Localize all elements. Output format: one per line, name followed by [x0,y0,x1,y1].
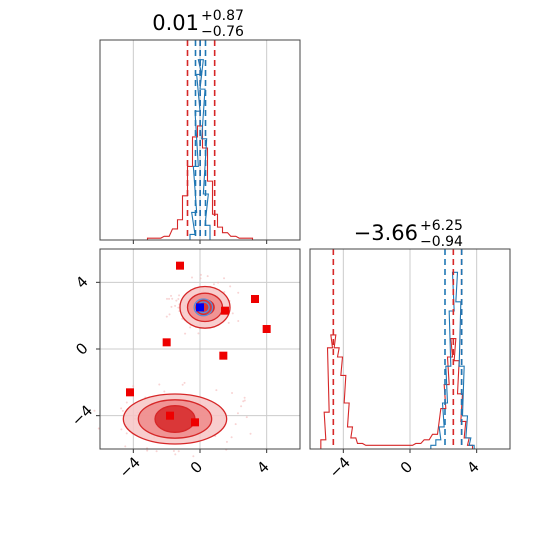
bl-sample-point [165,297,168,300]
bl-y-tick-label: −4 [68,401,96,429]
bl-sample-point [165,315,168,318]
bl-sample-point [125,401,128,404]
bl-sample-point [177,298,180,301]
bl-sample-point [97,427,100,430]
bl-sample-point [181,317,184,320]
bl-sample-point [212,283,215,286]
tl-title-value: 0.01 [152,11,199,35]
bl-sample-point [237,291,240,294]
bl-red-marker [262,325,271,333]
bl-x-tick-label: −4 [116,453,144,481]
bl-sample-point [155,450,158,453]
panel-top-left [99,39,301,244]
bl-sample-point [174,304,177,307]
bl-sample-point [163,390,166,393]
bl-x-tick-label: 0 [187,458,206,477]
bl-sample-point [206,275,209,278]
br-title-value: −3.66 [354,221,418,245]
panel-bottom-right [309,248,511,453]
bl-sample-point [223,277,226,280]
bl-sample-point [243,399,246,402]
tl-frame [99,39,301,241]
bl-sample-point [243,396,246,399]
bl-red-marker [191,418,199,427]
bl-sample-point [231,312,234,315]
bl-sample-point [168,297,171,300]
bl-sample-point [132,385,135,388]
bl-sample-point [217,281,220,284]
bl-sample-point [229,285,232,288]
br-frame [309,248,511,450]
bl-sample-point [240,405,243,408]
bl-sample-point [170,305,173,308]
bl-sample-point [120,428,123,431]
panel-bottom-left [93,248,301,458]
br-title-lower: −0.94 [420,234,463,250]
bl-y-tick-label: 0 [72,339,91,358]
bl-sample-point [124,445,127,448]
bl-sample-point [146,449,149,452]
br-x-tick-label: 4 [463,458,482,477]
bl-red-marker [126,388,134,397]
bl-sample-point [120,407,123,410]
bl-sample-point [175,299,178,302]
bl-sample-point [223,291,226,294]
bl-sample-point [184,332,187,335]
bl-sample-point [236,412,239,415]
bl-sample-point [178,294,181,297]
bl-sample-point [171,297,174,300]
bl-frame [99,248,301,450]
bl-sample-point [183,381,186,384]
br-title-upper: +6.25 [420,218,463,234]
bl-sample-point [168,313,171,316]
bl-red-marker [219,351,228,360]
bl-sample-point [190,276,193,279]
bl-y-tick-label: 4 [72,273,91,292]
bl-red-marker [176,261,184,270]
bl-sample-point [177,306,180,309]
bl-blue-marker [196,303,204,312]
bl-sample-point [242,400,245,403]
bl-sample-point [174,453,177,456]
bl-sample-point [172,450,175,453]
bl-sample-point [181,383,184,386]
bl-sample-point [93,409,96,412]
bl-sample-point [125,432,128,435]
bl-sample-point [215,389,218,392]
bl-red-marker [251,295,259,303]
bl-contour-1-2 [154,405,196,433]
bl-sample-point [170,294,173,297]
bl-sample-point [225,440,228,443]
bl-sample-point [192,455,195,458]
bl-sample-point [199,277,202,280]
br-x-tick-label: 0 [397,458,416,477]
bl-red-marker [162,338,171,347]
bl-sample-point [227,321,230,324]
panel-titles: 0.01 +0.87−0.76 −3.66 +6.25−0.94 [152,8,463,250]
bl-red-marker [166,411,174,420]
tl-title-lower: −0.76 [201,24,244,40]
br-x-tick-label: −4 [326,453,354,481]
bl-red-marker [221,306,229,315]
bl-x-tick-label: 4 [253,458,272,477]
bl-sample-point [197,332,200,335]
bl-blue-contour-0 [193,298,214,317]
bl-sample-point [189,326,192,329]
br-histogram-0 [320,334,474,449]
bl-sample-point [249,432,252,435]
bl-sample-point [121,409,124,412]
bl-sample-point [234,423,237,426]
bl-sample-point [199,273,202,276]
bl-sample-point [177,450,180,453]
bl-sample-point [237,320,240,323]
bl-sample-point [231,391,234,394]
bl-sample-point [230,436,233,439]
bl-sample-point [245,416,248,419]
bl-sample-point [158,383,161,386]
tl-title-upper: +0.87 [201,8,244,24]
